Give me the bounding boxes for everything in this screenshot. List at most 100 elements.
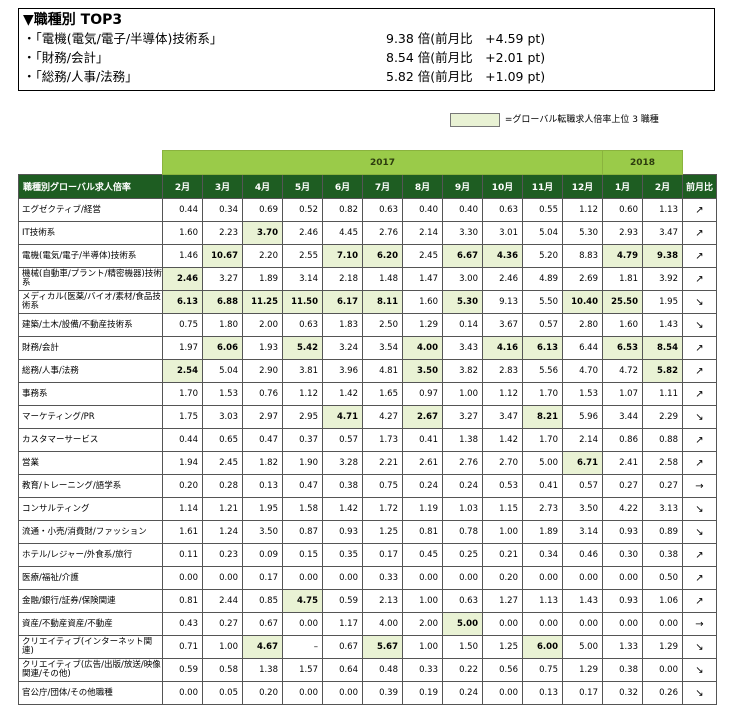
table-row: 建築/土木/設備/不動産技術系 0.75 1.80 2.00 0.63 1.83 2.50 1… — [18, 313, 717, 337]
ratio-cell: 2.70 — [482, 451, 523, 475]
trend-arrow-cell: ↘ — [682, 520, 717, 544]
ratio-cell: 1.93 — [242, 336, 283, 360]
ratio-cell: 4.81 — [362, 359, 403, 383]
legend-text: =グローバル転職求人倍率上位 3 職種 — [504, 115, 659, 125]
table-row: コンサルティング 1.14 1.21 1.95 1.58 1.42 1.72 1.19 1.03… — [18, 497, 717, 521]
table-row: 官公庁/団体/その他職種 0.00 0.05 0.20 0.00 0.00 0.39 0.19… — [18, 681, 717, 705]
trend-arrow-cell: ↘ — [682, 405, 717, 429]
table-row: ホテル/レジャー/外食系/旅行 0.11 0.23 0.09 0.15 0.35 0.17 0… — [18, 543, 717, 567]
job-type-cell: 営業 — [18, 451, 163, 475]
ratio-cell: 3.13 — [642, 497, 683, 521]
ratio-cell: 0.69 — [242, 198, 283, 222]
ratio-cell-top3: 5.82 — [642, 359, 683, 383]
ratio-cell-top3: 6.13 — [522, 336, 563, 360]
ratio-cell: 1.53 — [562, 382, 603, 406]
ratio-cell-top3: 2.67 — [402, 405, 443, 429]
ratio-cell-top3: 4.16 — [482, 336, 523, 360]
trend-arrow-cell: ↗ — [682, 267, 717, 291]
ratio-cell: 1.38 — [242, 658, 283, 682]
table-body: エグゼクティブ/経営 0.44 0.34 0.69 0.52 0.82 0.63 0.40 0.… — [18, 198, 717, 705]
ratio-cell: 2.20 — [242, 244, 283, 268]
ratio-cell: 0.00 — [322, 681, 363, 705]
ratio-cell: 2.61 — [402, 451, 443, 475]
top3-item: ・「総務/人事/法務」 5.82 倍(前月比 +1.09 pt) — [23, 67, 714, 86]
ratio-cell: 0.00 — [642, 612, 683, 636]
ratio-cell: 2.80 — [562, 313, 603, 337]
top3-summary-box: ▼職種別 TOP3 ・「電機(電気/電子/半導体)技術系」 9.38 倍(前月比… — [18, 8, 715, 91]
ratio-cell: 0.58 — [202, 658, 243, 682]
ratio-cell: 1.12 — [562, 198, 603, 222]
ratio-cell: 0.78 — [442, 520, 483, 544]
ratio-cell: 2.83 — [482, 359, 523, 383]
ratio-cell: 4.27 — [362, 405, 403, 429]
month-header: 1月 — [602, 174, 643, 199]
ratio-cell: 5.00 — [562, 635, 603, 659]
ratio-cell: 0.48 — [362, 658, 403, 682]
trend-arrow-cell: ↗ — [682, 198, 717, 222]
ratio-cell: 0.00 — [602, 612, 643, 636]
year-2017-header: 2017 — [162, 150, 603, 175]
table-row: メディカル(医薬/バイオ/素材/食品技術系 6.13 6.88 11.25 11.50 6… — [18, 290, 717, 314]
ratio-cell: 0.38 — [642, 543, 683, 567]
ratio-cell: 0.28 — [202, 474, 243, 498]
ratio-cell: 0.65 — [202, 428, 243, 452]
ratio-cell: 0.46 — [562, 543, 603, 567]
ratio-cell: 0.55 — [522, 198, 563, 222]
ratio-cell: 1.21 — [202, 497, 243, 521]
ratio-cell: 6.44 — [562, 336, 603, 360]
ratio-cell: 2.50 — [362, 313, 403, 337]
ratio-cell: 2.18 — [322, 267, 363, 291]
month-header: 7月 — [362, 174, 403, 199]
ratio-cell: 0.47 — [282, 474, 323, 498]
trend-arrow-cell: ↘ — [682, 290, 717, 314]
ratio-cell-top3: 6.17 — [322, 290, 363, 314]
ratio-cell: 0.00 — [482, 612, 523, 636]
ratio-cell: 0.00 — [442, 566, 483, 590]
table-row: 総務/人事/法務 2.54 5.04 2.90 3.81 3.96 4.81 3.50 3.82… — [18, 359, 717, 383]
ratio-cell: 1.46 — [162, 244, 203, 268]
job-type-cell: クリエイティブ(広告/出版/放送/映像関連/その他) — [18, 658, 163, 682]
ratio-cell: 0.11 — [162, 543, 203, 567]
ratio-cell: 1.70 — [522, 428, 563, 452]
ratio-cell: 1.95 — [642, 290, 683, 314]
ratio-cell: 1.17 — [322, 612, 363, 636]
top3-item: ・「電機(電気/電子/半導体)技術系」 9.38 倍(前月比 +4.59 pt) — [23, 29, 714, 48]
ratio-cell: 0.24 — [442, 681, 483, 705]
job-type-cell: 電機(電気/電子/半導体)技術系 — [18, 244, 163, 268]
ratio-cell-top3: 4.71 — [322, 405, 363, 429]
ratio-cell: 1.57 — [282, 658, 323, 682]
ratio-cell: 1.42 — [322, 497, 363, 521]
top3-item-label: ・「総務/人事/法務」 — [23, 69, 138, 84]
ratio-cell: 1.33 — [602, 635, 643, 659]
month-header: 6月 — [322, 174, 363, 199]
ratio-cell: 1.94 — [162, 451, 203, 475]
ratio-cell: 0.93 — [602, 589, 643, 613]
ratio-cell-top3: 10.67 — [202, 244, 243, 268]
ratio-cell-top3: 6.20 — [362, 244, 403, 268]
job-type-cell: 建築/土木/設備/不動産技術系 — [18, 313, 163, 337]
ratio-cell: 0.00 — [282, 681, 323, 705]
ratio-cell-top3: 11.50 — [282, 290, 323, 314]
ratio-cell: 2.76 — [362, 221, 403, 245]
ratio-cell: 1.12 — [482, 382, 523, 406]
ratio-cell-top3: 8.11 — [362, 290, 403, 314]
ratio-cell: 1.25 — [482, 635, 523, 659]
ratio-cell: 0.88 — [642, 428, 683, 452]
table-row: 金融/銀行/証券/保険関連 0.81 2.44 0.85 4.75 0.59 2.13 1.0… — [18, 589, 717, 613]
ratio-cell: 1.53 — [202, 382, 243, 406]
ratio-cell: 5.30 — [562, 221, 603, 245]
trend-arrow-cell: ↘ — [682, 658, 717, 682]
ratio-cell: 2.46 — [482, 267, 523, 291]
trend-arrow-cell: ↗ — [682, 244, 717, 268]
ratio-cell: 2.95 — [282, 405, 323, 429]
ratio-cell: 0.00 — [562, 612, 603, 636]
ratio-cell: 1.72 — [362, 497, 403, 521]
ratio-cell: 0.33 — [362, 566, 403, 590]
ratio-cell: 0.44 — [162, 428, 203, 452]
ratio-cell: 3.27 — [442, 405, 483, 429]
month-header: 10月 — [482, 174, 523, 199]
trend-arrow-cell: ↗ — [682, 566, 717, 590]
trend-arrow-cell: ↗ — [682, 428, 717, 452]
ratio-cell: 0.20 — [242, 681, 283, 705]
ratio-cell: 1.48 — [362, 267, 403, 291]
